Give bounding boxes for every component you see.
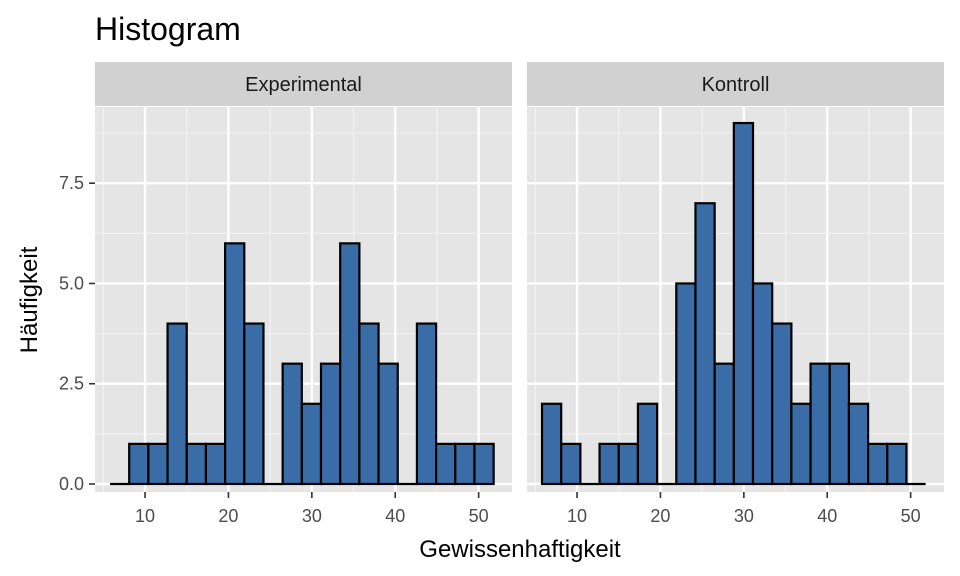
histogram-bar xyxy=(694,202,716,486)
x-tick-label: 20 xyxy=(218,506,238,526)
histogram-bar xyxy=(300,402,323,486)
histogram-bar xyxy=(617,442,640,486)
panel-kontroll: Kontroll 10 20 30 40 50 xyxy=(527,62,944,526)
facet-strip xyxy=(527,62,944,106)
histogram-bar xyxy=(147,442,169,486)
histogram-bar xyxy=(809,362,831,486)
x-tick-label: 30 xyxy=(734,506,754,526)
x-tick-label: 10 xyxy=(135,506,155,526)
facet-label: Kontroll xyxy=(702,74,770,96)
histogram-bar xyxy=(454,442,476,486)
histogram-bar xyxy=(358,322,380,486)
x-tick-label: 30 xyxy=(302,506,322,526)
histogram-bar xyxy=(636,402,659,486)
chart-title: Histogram xyxy=(95,11,241,47)
histogram-bar xyxy=(281,362,303,486)
histogram-bar xyxy=(598,442,620,486)
histogram-bar xyxy=(560,442,582,486)
histogram-bar xyxy=(847,402,870,486)
histogram-bar xyxy=(828,362,851,486)
histogram-bar xyxy=(128,442,150,486)
x-tick-label: 40 xyxy=(385,506,405,526)
histogram-bar xyxy=(415,322,438,486)
facet-strip xyxy=(95,62,512,106)
y-axis-title: Häufigkeit xyxy=(16,246,43,353)
x-tick-label: 40 xyxy=(817,506,837,526)
x-tick-label: 20 xyxy=(650,506,670,526)
histogram-bar xyxy=(319,362,342,486)
panels-layer: Experimental 10 20 30 40 50 0.0 2.5 5.0 7.5 Kontro… xyxy=(59,62,944,526)
y-tick-label: 7.5 xyxy=(59,173,84,193)
histogram-bar xyxy=(790,402,812,486)
histogram-bar xyxy=(751,282,774,486)
histogram-bar xyxy=(540,402,563,486)
histogram-bar xyxy=(771,322,793,486)
histogram-bar xyxy=(224,242,246,486)
histogram-bar xyxy=(185,442,208,486)
histogram-bar xyxy=(867,442,889,486)
x-tick-label: 50 xyxy=(469,506,489,526)
histogram-bar xyxy=(243,322,265,486)
histogram-bar xyxy=(473,442,495,486)
y-tick-label: 0.0 xyxy=(59,474,84,494)
facet-label: Experimental xyxy=(245,74,362,96)
histogram-bar xyxy=(377,362,399,486)
histogram-bar xyxy=(732,121,755,486)
x-tick-label: 50 xyxy=(901,506,921,526)
histogram-bar xyxy=(435,442,457,486)
histogram-bar xyxy=(339,242,361,486)
x-tick-label: 10 xyxy=(567,506,587,526)
histogram-bar xyxy=(166,322,188,486)
x-axis-title: Gewissenhaftigkeit xyxy=(419,536,621,563)
y-tick-label: 2.5 xyxy=(59,374,84,394)
histogram-bar xyxy=(675,282,697,486)
panel-experimental: Experimental 10 20 30 40 50 0.0 2.5 5.0 7.5 xyxy=(59,62,512,526)
histogram-bar xyxy=(713,362,735,486)
y-tick-label: 5.0 xyxy=(59,273,84,293)
histogram-bar xyxy=(204,442,227,486)
histogram-bar xyxy=(886,442,908,486)
